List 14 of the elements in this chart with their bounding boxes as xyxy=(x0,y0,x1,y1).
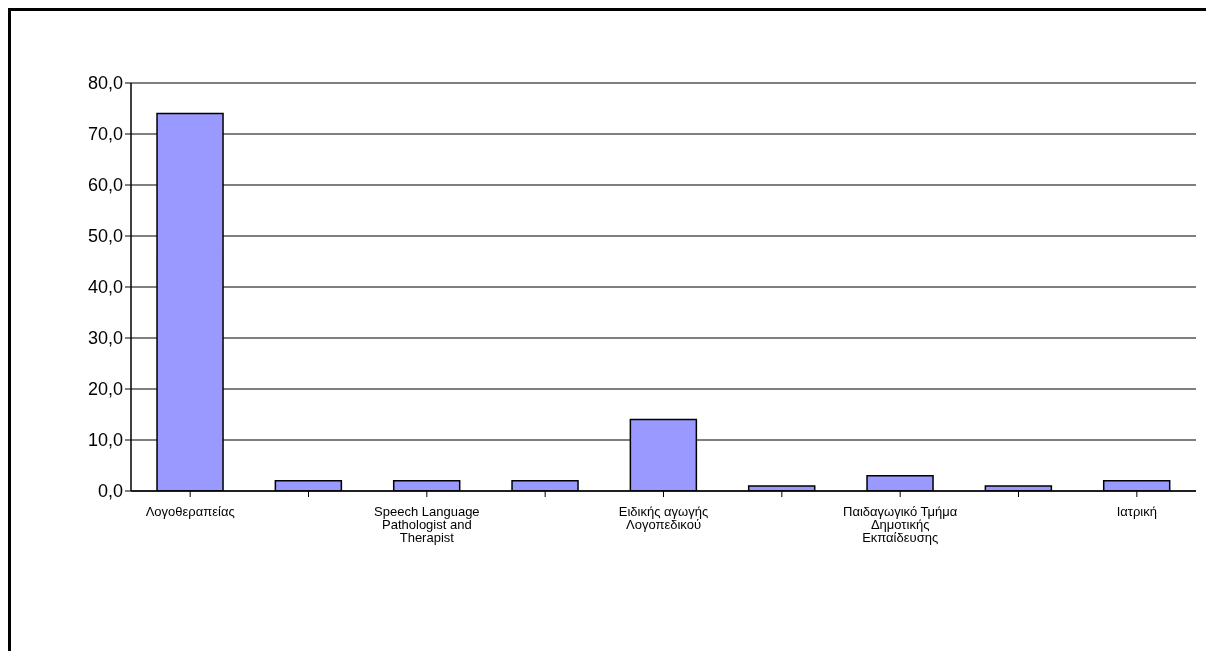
y-tick-label: 30,0 xyxy=(87,328,123,349)
y-tick-label: 50,0 xyxy=(87,226,123,247)
y-tick-label: 60,0 xyxy=(87,175,123,196)
x-tick-label: Ειδικής αγωγής Λογοπεδικού xyxy=(618,504,709,533)
y-tick-label: 40,0 xyxy=(87,277,123,298)
y-tick-label: 20,0 xyxy=(87,379,123,400)
y-tick-label: 80,0 xyxy=(87,73,123,94)
y-tick-label: 70,0 xyxy=(87,124,123,145)
y-tick-label: 10,0 xyxy=(87,430,123,451)
x-tick-label: Ιατρική xyxy=(1116,504,1157,520)
y-tick-label: 0,0 xyxy=(97,481,123,502)
x-tick-label: Παιδαγωγικό Τμήμα Δημοτικής Εκπαίδευσης xyxy=(843,504,958,546)
x-tick-label: Λογοθεραπείας xyxy=(145,504,235,520)
x-tick-label: Speech Language Pathologist and Therapist xyxy=(374,504,480,546)
